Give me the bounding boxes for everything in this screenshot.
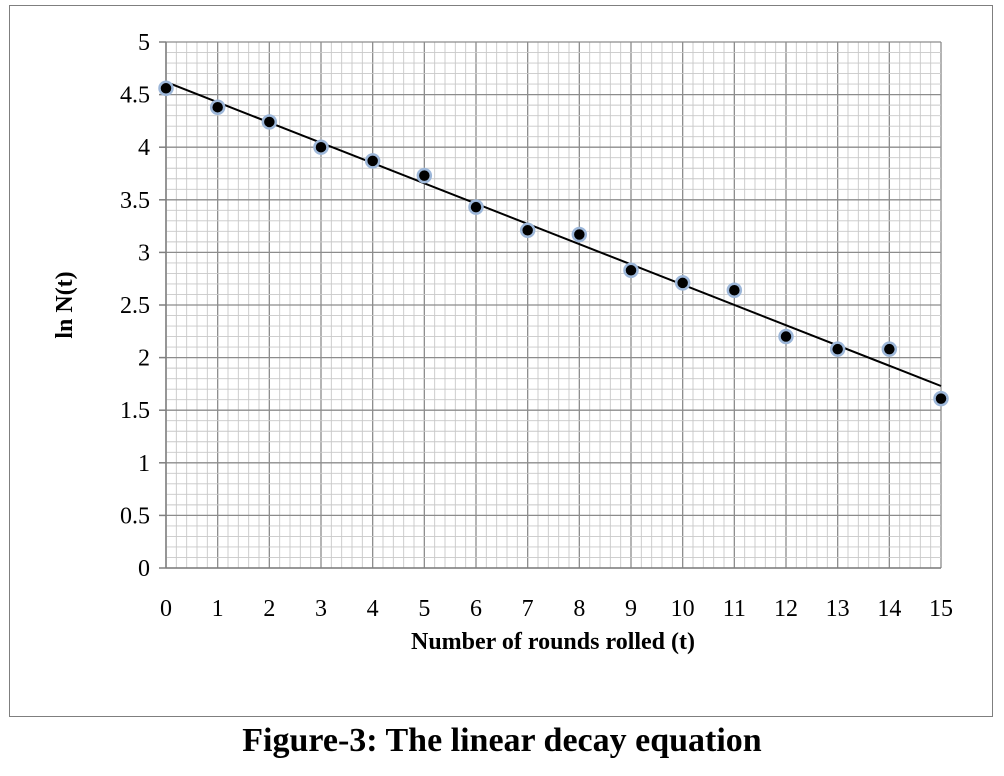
x-tick-label: 11 xyxy=(723,596,746,622)
x-tick-label: 0 xyxy=(160,596,172,622)
data-point xyxy=(933,390,949,407)
data-point xyxy=(209,99,226,115)
x-tick-label: 4 xyxy=(367,596,379,622)
y-axis-title: ln N(t) xyxy=(52,271,78,338)
x-axis-title: Number of rounds rolled (t) xyxy=(411,629,695,655)
x-tick-label: 5 xyxy=(418,596,430,622)
data-point xyxy=(468,199,484,215)
y-tick-label: 4.5 xyxy=(120,83,150,109)
y-tick-label: 2.5 xyxy=(120,293,150,319)
x-tick-label: 14 xyxy=(877,596,901,622)
x-tick-labels: 0 1 2 3 4 5 6 7 8 9 10 11 12 13 14 15 xyxy=(160,596,953,622)
trendline xyxy=(165,81,942,387)
x-tick-label: 8 xyxy=(573,596,585,622)
y-tick-label: 5 xyxy=(138,30,150,56)
data-point xyxy=(313,139,329,155)
data-point xyxy=(571,226,588,243)
y-tick-label: 0.5 xyxy=(120,503,150,529)
y-tick-label: 1 xyxy=(138,451,150,477)
x-tick-label: 7 xyxy=(522,596,534,622)
x-tick-label: 12 xyxy=(774,596,798,622)
x-tick-label: 15 xyxy=(929,596,953,622)
x-tick-label: 3 xyxy=(315,596,327,622)
y-tick-labels: 0 0.5 1 1.5 2 2.5 3 3.5 4 4.5 5 xyxy=(120,30,150,582)
grid xyxy=(165,41,942,569)
x-tick-label: 10 xyxy=(671,596,695,622)
y-tick-label: 3 xyxy=(138,240,150,266)
data-point xyxy=(519,222,536,239)
figure-caption: Figure-3: The linear decay equation xyxy=(242,722,762,759)
data-points xyxy=(158,80,949,407)
data-point xyxy=(674,275,691,291)
data-point xyxy=(726,282,743,299)
chart-frame xyxy=(9,5,993,717)
data-point xyxy=(881,341,898,357)
trendline-layer xyxy=(165,81,942,387)
chart: 0 1 2 3 4 5 6 7 8 9 10 11 12 13 14 15 00.511.522.533.54… xyxy=(52,30,953,655)
x-tick-label: 6 xyxy=(470,596,482,622)
y-tick-label: 0 xyxy=(138,556,150,582)
data-point xyxy=(778,328,794,345)
x-tick-label: 2 xyxy=(263,596,275,622)
x-tick-label: 1 xyxy=(212,596,224,622)
data-point xyxy=(829,341,846,357)
y-tick-label: 3.5 xyxy=(120,188,150,214)
y-tick-label: 4 xyxy=(138,135,150,161)
axes xyxy=(159,41,941,569)
x-tick-label: 13 xyxy=(826,596,850,622)
data-point xyxy=(158,80,174,97)
data-point xyxy=(364,153,381,169)
data-point xyxy=(416,167,433,184)
data-point xyxy=(623,262,639,279)
data-point xyxy=(261,114,278,130)
x-tick-label: 9 xyxy=(625,596,637,622)
y-tick-label: 2 xyxy=(138,346,150,372)
y-tick-label: 1.5 xyxy=(120,398,150,424)
